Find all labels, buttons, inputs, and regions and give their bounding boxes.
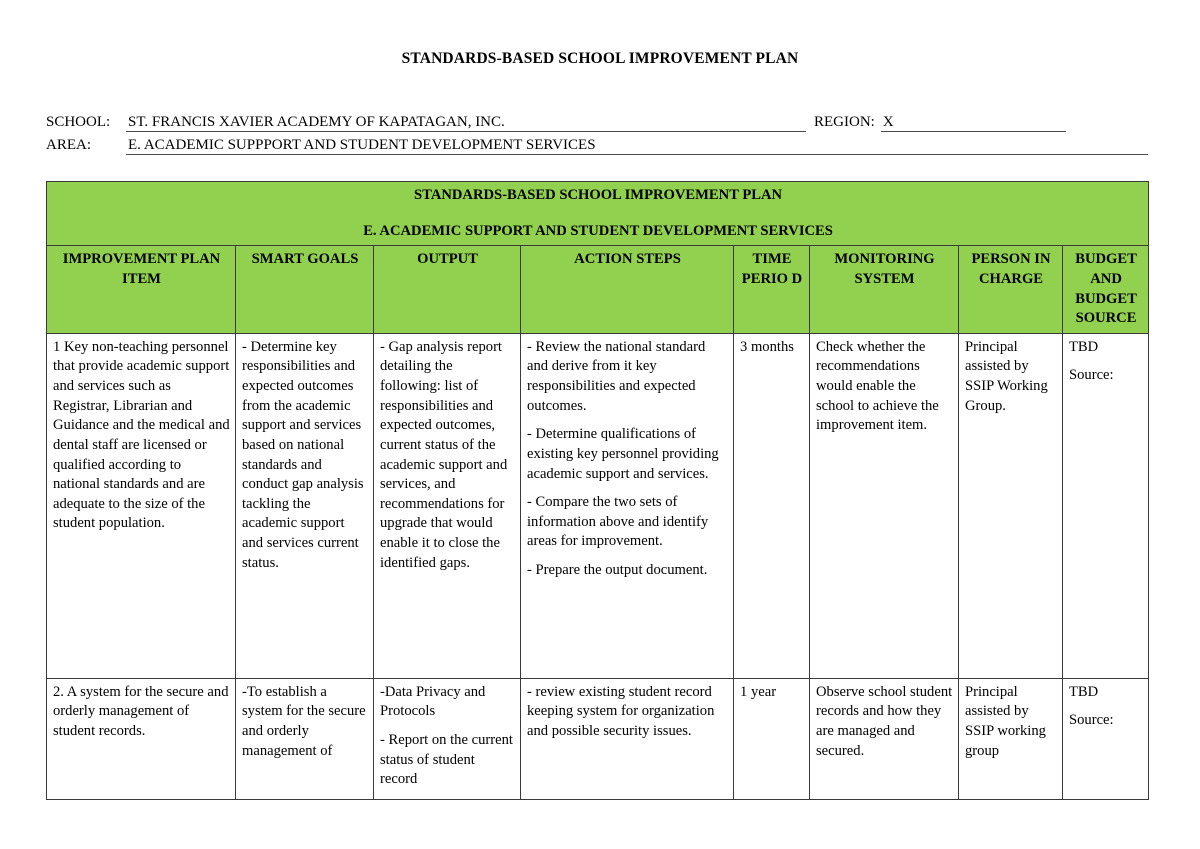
budget-amount: TBD bbox=[1069, 683, 1099, 700]
area-label: AREA: bbox=[46, 137, 91, 153]
action-step: - Review the national standard and deriv… bbox=[527, 338, 706, 414]
action-step: - Determine qualifications of existing k… bbox=[527, 426, 719, 482]
cell-improvement-plan-item: 2. A system for the secure and orderly m… bbox=[46, 677, 236, 800]
banner-line-1: STANDARDS-BASED SCHOOL IMPROVEMENT PLAN bbox=[414, 187, 783, 203]
table-row: 2. A system for the secure and orderly m… bbox=[46, 677, 1150, 800]
cell-output: - Gap analysis report detailing the foll… bbox=[373, 332, 521, 679]
budget-amount: TBD bbox=[1069, 338, 1099, 355]
cell-smart-goals: -To establish a system for the secure an… bbox=[235, 677, 374, 800]
cell-budget: TBD Source: bbox=[1061, 332, 1150, 679]
output-line: - Report on the current status of studen… bbox=[380, 732, 513, 788]
cell-action-steps: - Review the national standard and deriv… bbox=[520, 332, 734, 679]
column-header-monitoring-system: MONITORING SYSTEM bbox=[809, 245, 959, 334]
cell-person-in-charge: Principal assisted by SSIP working group bbox=[958, 677, 1063, 800]
column-header-output: OUTPUT bbox=[373, 245, 521, 334]
budget-source: Source: bbox=[1069, 712, 1114, 729]
area-row: AREA: E. ACADEMIC SUPPPORT AND STUDENT D… bbox=[46, 137, 1148, 160]
action-step: - review existing student record keeping… bbox=[527, 683, 715, 739]
school-label: SCHOOL: bbox=[46, 114, 111, 130]
column-header-person-in-charge: PERSON IN CHARGE bbox=[958, 245, 1063, 334]
action-step: - Compare the two sets of information ab… bbox=[527, 494, 709, 550]
column-header-action-steps: ACTION STEPS bbox=[520, 245, 734, 334]
column-header-improvement-plan-item: IMPROVEMENT PLAN ITEM bbox=[46, 245, 236, 334]
region-label: REGION: bbox=[814, 114, 875, 130]
cell-output: -Data Privacy and Protocols - Report on … bbox=[373, 677, 521, 800]
table-banner-row: STANDARDS-BASED SCHOOL IMPROVEMENT PLAN … bbox=[45, 180, 1150, 247]
school-value: ST. FRANCIS XAVIER ACADEMY OF KAPATAGAN,… bbox=[126, 114, 806, 132]
budget-source: Source: bbox=[1069, 367, 1114, 384]
cell-smart-goals: - Determine key responsibilities and exp… bbox=[235, 332, 374, 679]
cell-action-steps: - review existing student record keeping… bbox=[520, 677, 734, 800]
cell-monitoring-system: Check whether the recommendations would … bbox=[809, 332, 959, 679]
document-title: STANDARDS-BASED SCHOOL IMPROVEMENT PLAN bbox=[401, 50, 799, 67]
improvement-plan-table: STANDARDS-BASED SCHOOL IMPROVEMENT PLAN … bbox=[45, 180, 1150, 800]
area-value: E. ACADEMIC SUPPPORT AND STUDENT DEVELOP… bbox=[126, 137, 1148, 155]
identification-block: SCHOOL: ST. FRANCIS XAVIER ACADEMY OF KA… bbox=[46, 114, 1148, 160]
table-row: 1 Key non-teaching personnel that provid… bbox=[46, 332, 1150, 679]
cell-monitoring-system: Observe school student records and how t… bbox=[809, 677, 959, 800]
banner-line-2: E. ACADEMIC SUPPORT AND STUDENT DEVELOPM… bbox=[363, 222, 833, 239]
output-line: -Data Privacy and Protocols bbox=[380, 683, 486, 720]
action-step: - Prepare the output document. bbox=[527, 562, 708, 578]
cell-person-in-charge: Principal assisted by SSIP Working Group… bbox=[958, 332, 1063, 679]
cell-improvement-plan-item: 1 Key non-teaching personnel that provid… bbox=[46, 332, 236, 679]
column-header-smart-goals: SMART GOALS bbox=[235, 245, 374, 334]
region-value: X bbox=[880, 114, 1066, 132]
table-header-row: IMPROVEMENT PLAN ITEM SMART GOALS OUTPUT… bbox=[46, 245, 1150, 334]
table-banner: STANDARDS-BASED SCHOOL IMPROVEMENT PLAN … bbox=[45, 180, 1150, 247]
cell-time-period: 3 months bbox=[733, 332, 810, 679]
school-row: SCHOOL: ST. FRANCIS XAVIER ACADEMY OF KA… bbox=[46, 114, 1148, 137]
cell-time-period: 1 year bbox=[733, 677, 810, 800]
cell-budget: TBD Source: bbox=[1061, 677, 1150, 800]
banner-spacer bbox=[53, 206, 1143, 222]
column-header-time-period: TIME PERIO D bbox=[733, 245, 810, 334]
column-header-budget-and-budget-source: BUDGET AND BUDGET SOURCE bbox=[1061, 245, 1150, 334]
